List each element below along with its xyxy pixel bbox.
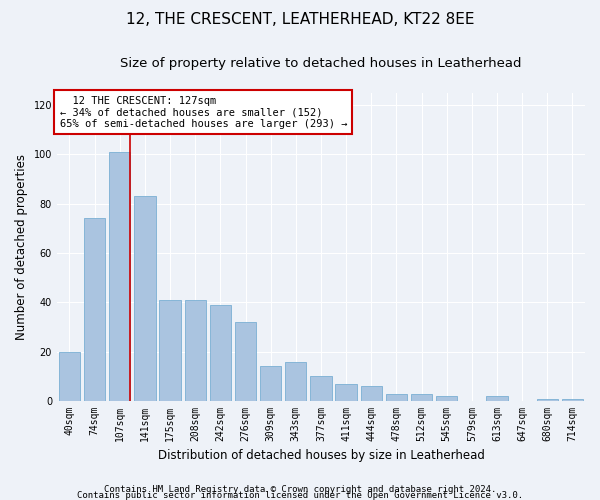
Bar xyxy=(260,366,281,401)
Bar xyxy=(335,384,357,401)
Bar xyxy=(436,396,457,401)
Bar xyxy=(310,376,332,401)
Bar xyxy=(134,196,155,401)
Title: Size of property relative to detached houses in Leatherhead: Size of property relative to detached ho… xyxy=(120,58,522,70)
Bar xyxy=(562,398,583,401)
Bar xyxy=(160,300,181,401)
Bar xyxy=(209,305,231,401)
Bar xyxy=(84,218,106,401)
Bar xyxy=(486,396,508,401)
Bar xyxy=(109,152,130,401)
Bar xyxy=(536,398,558,401)
X-axis label: Distribution of detached houses by size in Leatherhead: Distribution of detached houses by size … xyxy=(158,450,484,462)
Bar xyxy=(361,386,382,401)
Bar xyxy=(411,394,432,401)
Bar xyxy=(185,300,206,401)
Bar xyxy=(386,394,407,401)
Text: 12, THE CRESCENT, LEATHERHEAD, KT22 8EE: 12, THE CRESCENT, LEATHERHEAD, KT22 8EE xyxy=(126,12,474,28)
Bar xyxy=(235,322,256,401)
Bar xyxy=(59,352,80,401)
Y-axis label: Number of detached properties: Number of detached properties xyxy=(15,154,28,340)
Text: 12 THE CRESCENT: 127sqm
← 34% of detached houses are smaller (152)
65% of semi-d: 12 THE CRESCENT: 127sqm ← 34% of detache… xyxy=(59,96,347,129)
Bar xyxy=(285,362,307,401)
Text: Contains HM Land Registry data © Crown copyright and database right 2024.: Contains HM Land Registry data © Crown c… xyxy=(104,484,496,494)
Text: Contains public sector information licensed under the Open Government Licence v3: Contains public sector information licen… xyxy=(77,490,523,500)
